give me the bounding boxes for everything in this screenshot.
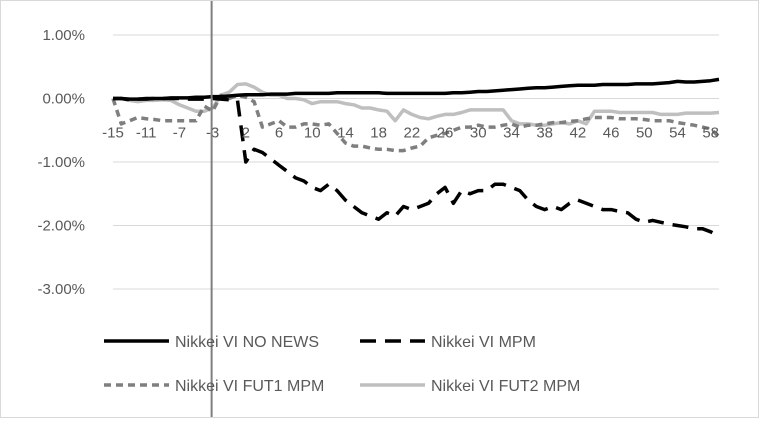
x-tick-label: 10 bbox=[304, 125, 321, 142]
x-tick-label: -15 bbox=[102, 125, 124, 142]
x-tick-label: 2 bbox=[242, 125, 250, 142]
series-line-nikkei-vi-no-news bbox=[113, 77, 720, 101]
x-tick-label: -11 bbox=[136, 125, 157, 142]
x-tick-label: 58 bbox=[702, 125, 719, 142]
y-tick-label: 1.00% bbox=[42, 27, 85, 44]
y-tick-label: -3.00% bbox=[37, 281, 85, 298]
series-line-nikkei-vi-mpm bbox=[113, 96, 720, 238]
x-tick-label: 42 bbox=[570, 125, 587, 142]
x-tick-label: 14 bbox=[337, 125, 354, 142]
y-tick-label: -2.00% bbox=[37, 218, 85, 235]
gridlines bbox=[113, 34, 719, 290]
legend: Nikkei VI NO NEWS Nikkei VI MPM Nikkei VI … bbox=[104, 334, 580, 395]
legend-label: Nikkei VI FUT2 MPM bbox=[431, 378, 580, 395]
x-tick-label: 38 bbox=[536, 125, 553, 142]
y-tick-label: -1.00% bbox=[37, 154, 85, 171]
y-axis-tick-labels: 1.00% 0.00% -1.00% -2.00% -3.00% bbox=[37, 27, 85, 298]
y-tick-label: 0.00% bbox=[42, 91, 85, 108]
x-tick-label: 30 bbox=[470, 125, 487, 142]
x-tick-label: 18 bbox=[370, 125, 387, 142]
x-tick-label: 22 bbox=[404, 125, 421, 142]
x-tick-label: 6 bbox=[275, 125, 283, 142]
x-tick-label: 26 bbox=[437, 125, 454, 142]
legend-label: Nikkei VI MPM bbox=[431, 334, 536, 351]
x-axis-tick-labels: -15-11-7-32610141822263034384246505458 bbox=[102, 125, 719, 142]
series-line-nikkei-vi-fut2-mpm bbox=[113, 82, 720, 127]
legend-label: Nikkei VI FUT1 MPM bbox=[175, 378, 324, 395]
legend-label: Nikkei VI NO NEWS bbox=[175, 334, 319, 351]
x-tick-label: 50 bbox=[636, 125, 653, 142]
series-lines bbox=[111, 77, 721, 238]
series-line-nikkei-vi-fut1-mpm bbox=[111, 93, 721, 153]
x-tick-label: -7 bbox=[173, 125, 186, 142]
x-tick-label: 54 bbox=[669, 125, 686, 142]
x-tick-label: 46 bbox=[603, 125, 620, 142]
x-tick-label: 34 bbox=[503, 125, 520, 142]
